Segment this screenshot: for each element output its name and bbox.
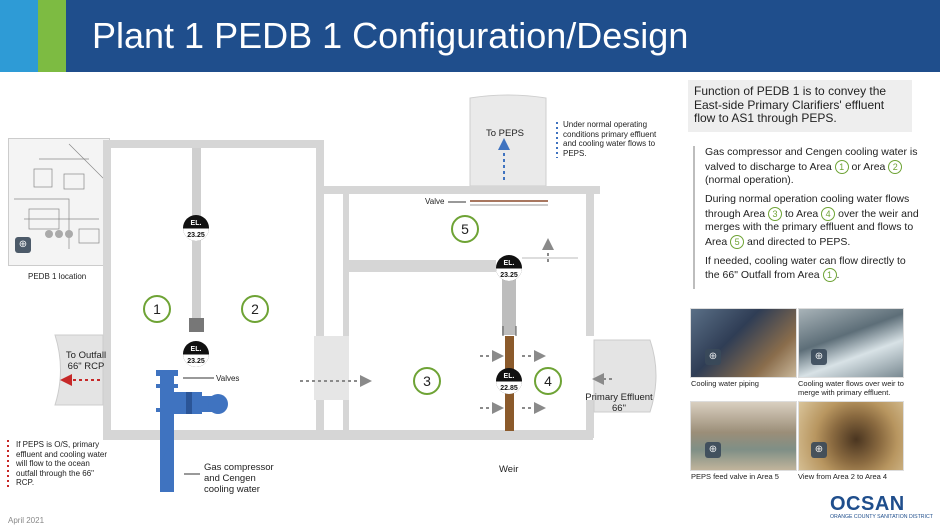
- area-2-marker: [241, 295, 269, 323]
- logo-name: OCSAN: [830, 493, 905, 515]
- area-1-label: 1: [153, 301, 161, 317]
- riser-pipe: [502, 265, 516, 335]
- area-badge: 2: [888, 159, 903, 174]
- photo-peps-valve[interactable]: ⊕: [690, 401, 797, 471]
- description-paragraph-1: Gas compressor and Cengen cooling water …: [705, 146, 918, 186]
- accent-strip-blue: [0, 0, 38, 72]
- area-badge: 4: [821, 206, 836, 221]
- description-paragraph-2: During normal operation cooling water fl…: [705, 193, 919, 249]
- area-2-label: 2: [251, 301, 259, 317]
- description-paragraph-3: If needed, cooling water can flow direct…: [705, 254, 906, 283]
- ocsan-logo: OCSAN ORANGE COUNTY SANITATION DISTRICT: [830, 493, 933, 524]
- area-3-label: 3: [423, 373, 431, 389]
- page-title: Plant 1 PEDB 1 Configuration/Design: [92, 15, 689, 56]
- peps-note: Under normal operating conditions primar…: [563, 120, 657, 158]
- pedb-location-label: PEDB 1 location: [28, 272, 87, 281]
- svg-text:23.25: 23.25: [500, 272, 518, 279]
- elevation-marker: EL. 23.25: [183, 341, 209, 367]
- area-5-label: 5: [461, 221, 469, 237]
- gas-compressor-label: Gas compressor and Cengen cooling water: [204, 462, 274, 495]
- primary-effluent-label: Primary Effluent 66": [585, 392, 653, 414]
- area-5-marker: [451, 215, 479, 243]
- area-4-marker: [534, 367, 562, 395]
- accent-strip-green: [38, 0, 66, 72]
- area-badge: 1: [822, 268, 837, 283]
- zoom-icon[interactable]: ⊕: [811, 442, 827, 458]
- location-map[interactable]: ⊕: [8, 138, 110, 266]
- photo-caption-2: Cooling water flows over weir to merge w…: [798, 379, 904, 397]
- area-3-marker: [413, 367, 441, 395]
- opening: [314, 336, 349, 400]
- photo-caption-3: PEPS feed valve in Area 5: [691, 472, 779, 481]
- logo-subtitle: ORANGE COUNTY SANITATION DISTRICT: [830, 514, 933, 520]
- valve-area5: [448, 200, 548, 206]
- gate: [189, 318, 204, 332]
- area-badge: 5: [730, 234, 745, 249]
- pedb-diagram: 1 2 3 4 5 EL. 23.25 EL. 23.25 EL. 23.25 …: [7, 94, 657, 492]
- photo-cooling-water-piping[interactable]: ⊕: [690, 308, 797, 378]
- valves-label: Valves: [216, 374, 240, 383]
- description-panel: Gas compressor and Cengen cooling water …: [693, 146, 920, 289]
- zoom-icon[interactable]: ⊕: [705, 442, 721, 458]
- cooling-water-pipe: [156, 370, 228, 492]
- photo-caption-4: View from Area 2 to Area 4: [798, 472, 888, 481]
- svg-text:EL.: EL.: [504, 373, 515, 380]
- svg-text:EL.: EL.: [191, 346, 202, 353]
- primary-effluent-pipe: [593, 339, 657, 413]
- svg-text:EL.: EL.: [504, 260, 515, 267]
- date-label: April 2021: [8, 516, 45, 525]
- zoom-icon[interactable]: ⊕: [15, 237, 31, 253]
- function-callout-text: Function of PEDB 1 is to convey the East…: [694, 84, 887, 125]
- peps-cylinder: [469, 94, 547, 187]
- zoom-icon[interactable]: ⊕: [705, 349, 721, 365]
- structure-walls: [103, 140, 600, 440]
- svg-text:23.25: 23.25: [187, 358, 205, 365]
- svg-text:22.85: 22.85: [500, 385, 518, 392]
- zoom-icon[interactable]: ⊕: [811, 349, 827, 365]
- area-badge: 1: [834, 159, 849, 174]
- photo-area2-to-area4[interactable]: ⊕: [798, 401, 904, 471]
- photo-caption-1: Cooling water piping: [691, 379, 759, 388]
- function-callout: [688, 80, 912, 132]
- outfall-pipe: [54, 334, 104, 406]
- area-badge: 3: [768, 206, 783, 221]
- valve-label: Valve: [425, 197, 445, 206]
- photo-weir-flow[interactable]: ⊕: [798, 308, 904, 378]
- to-peps-label: To PEPS: [486, 128, 525, 139]
- svg-text:23.25: 23.25: [187, 232, 205, 239]
- outfall-note: If PEPS is O/S, primary effluent and coo…: [16, 440, 108, 487]
- elevation-marker: EL. 22.85: [496, 368, 522, 394]
- elevation-marker: EL. 23.25: [496, 255, 522, 281]
- title-bar: [0, 0, 940, 72]
- area-4-label: 4: [544, 373, 552, 389]
- area-1-marker: [143, 295, 171, 323]
- svg-text:EL.: EL.: [191, 220, 202, 227]
- to-outfall-label: To Outfall 66" RCP: [65, 350, 107, 372]
- weir-label: Weir: [499, 464, 519, 475]
- elevation-marker: EL. 23.25: [183, 215, 209, 241]
